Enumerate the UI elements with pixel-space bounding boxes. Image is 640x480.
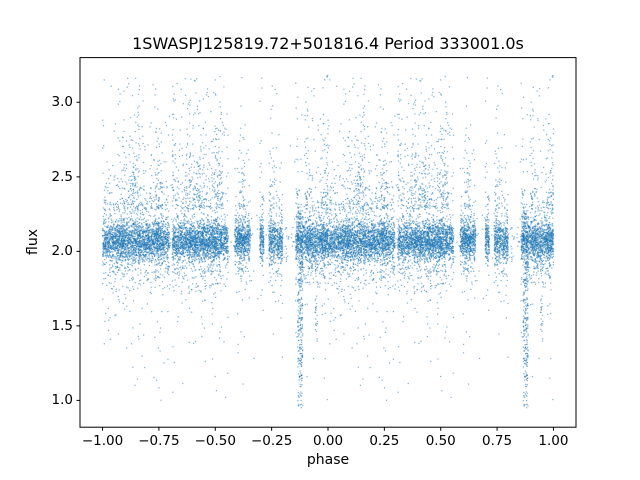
x-tick-label: 1.00 [538, 433, 569, 449]
x-tick-label: −0.25 [250, 433, 293, 449]
x-tick-label: −0.50 [194, 433, 236, 449]
y-tick-label: 1.5 [51, 317, 73, 334]
y-tick-label: 2.5 [51, 168, 73, 185]
chart-title: 1SWASPJ125819.72+501816.4 Period 333001.… [132, 34, 524, 53]
x-tick-label: −0.75 [138, 433, 180, 449]
x-axis-label: phase [306, 452, 350, 468]
x-tick-label: 0.25 [369, 433, 400, 449]
y-tick-label: 3.0 [51, 94, 73, 111]
x-tick-label: 0.00 [312, 433, 344, 449]
x-tick-label: −1.00 [81, 433, 124, 449]
y-tick-label: 1.0 [51, 392, 73, 409]
x-tick-label: 0.75 [482, 433, 513, 449]
y-tick-label: 2.0 [51, 243, 73, 260]
x-tick-label: 0.50 [425, 433, 456, 449]
